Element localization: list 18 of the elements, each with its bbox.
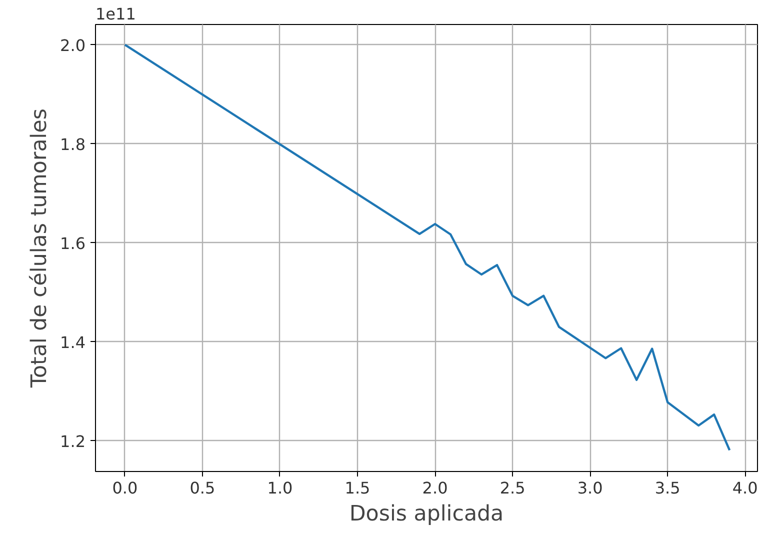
y-tick-label: 1.6 — [60, 234, 86, 253]
y-tick-label: 1.8 — [60, 134, 86, 154]
x-axis-title: Dosis aplicada — [349, 502, 504, 526]
y-tick-label: 2.0 — [60, 36, 86, 55]
y-tick-label: 1.2 — [60, 432, 86, 451]
x-tick-label: 0.0 — [112, 478, 138, 498]
x-tick-label: 3.0 — [577, 478, 603, 498]
x-tick-label: 1.0 — [267, 478, 293, 498]
x-tick-label: 4.0 — [732, 478, 758, 498]
y-tick-label: 1.4 — [60, 332, 86, 352]
line-series — [124, 44, 731, 452]
x-tick-label: 2.0 — [422, 478, 448, 498]
x-tick-label: 3.5 — [654, 478, 680, 498]
x-tick-label: 1.5 — [344, 478, 370, 498]
y-axis-title: Total de células tumorales — [27, 108, 52, 388]
text: 1e11 — [96, 4, 136, 24]
x-tick-label: 2.5 — [500, 478, 526, 498]
x-tick-label: 0.5 — [190, 478, 216, 498]
